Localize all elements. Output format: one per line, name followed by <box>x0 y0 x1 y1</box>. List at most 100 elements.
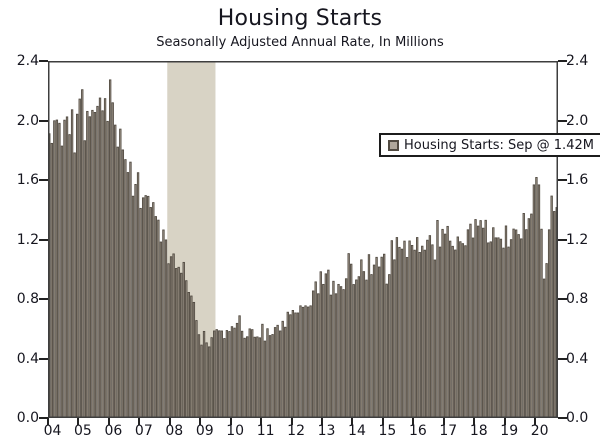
bar <box>266 328 269 418</box>
bar <box>195 320 198 418</box>
bar <box>159 241 163 418</box>
chart-subtitle: Seasonally Adjusted Annual Rate, In Mill… <box>156 35 444 50</box>
y-axis-label-right: 2.4 <box>566 53 589 69</box>
x-axis-label: 08 <box>165 423 184 439</box>
bar <box>70 109 74 418</box>
x-axis-tick <box>199 418 202 425</box>
plot-area: Housing Starts: Sep @ 1.42M <box>48 61 600 418</box>
bar <box>106 120 109 418</box>
bar <box>428 235 432 418</box>
bar <box>299 305 302 418</box>
bar <box>169 256 173 418</box>
bar <box>390 240 393 418</box>
bar <box>103 98 107 418</box>
bar <box>464 245 467 418</box>
bar <box>167 263 170 418</box>
bar <box>119 128 122 418</box>
bar <box>393 259 396 418</box>
bar <box>144 195 147 418</box>
x-axis-tick <box>77 418 80 425</box>
bar <box>233 327 236 418</box>
x-axis-tick <box>107 418 110 425</box>
bar <box>403 240 406 418</box>
bar <box>88 116 92 418</box>
x-axis-label: 17 <box>439 423 458 439</box>
bar-series-marker-icon <box>388 139 399 151</box>
bar <box>520 238 523 418</box>
y-axis-label-left: 0.0 <box>16 410 39 426</box>
bar <box>141 197 145 418</box>
bar <box>350 263 353 418</box>
bar <box>134 184 137 418</box>
bar <box>86 110 89 418</box>
bar <box>147 195 150 418</box>
bar <box>281 320 284 418</box>
bar <box>306 306 310 418</box>
bar <box>410 244 414 418</box>
x-axis-tick <box>442 418 445 425</box>
bar <box>527 218 530 418</box>
bar <box>202 330 206 418</box>
bar <box>469 223 472 418</box>
bar <box>182 261 185 418</box>
bar <box>187 292 190 418</box>
x-axis-tick <box>290 418 293 425</box>
bar <box>481 227 485 418</box>
bar <box>421 245 424 418</box>
bar <box>273 327 277 418</box>
bar <box>129 161 132 418</box>
y-axis-tick-left <box>39 119 48 122</box>
bar <box>121 149 125 418</box>
bar <box>243 337 246 418</box>
y-axis-label-right: 0.8 <box>566 291 589 307</box>
bar <box>63 119 66 418</box>
bar <box>164 239 168 418</box>
y-axis-label-left: 0.4 <box>16 350 39 367</box>
bar <box>405 257 409 418</box>
bar <box>370 274 373 418</box>
bar <box>423 249 426 418</box>
bar <box>365 279 368 418</box>
bar <box>443 233 447 418</box>
y-axis-label-right: 0.4 <box>566 350 589 367</box>
y-axis-tick-left <box>39 238 48 241</box>
bar <box>200 344 203 418</box>
bar <box>497 237 500 418</box>
y-axis-tick-left <box>39 298 48 300</box>
bar <box>58 122 61 418</box>
bar <box>542 278 546 418</box>
bar <box>256 336 259 418</box>
y-axis-tick-left <box>39 357 48 360</box>
bar <box>185 280 188 418</box>
bar <box>197 334 201 418</box>
bar <box>301 306 305 418</box>
x-axis-label: 18 <box>469 423 488 439</box>
bar <box>517 234 520 418</box>
chart-title: Housing Starts <box>217 6 383 31</box>
bar <box>494 237 498 418</box>
bar <box>207 346 211 418</box>
bar <box>400 248 404 418</box>
bar <box>471 237 475 418</box>
bar <box>261 323 264 418</box>
x-axis-label: 10 <box>226 423 245 439</box>
legend-label: Housing Starts: Sep @ 1.42M <box>404 137 594 153</box>
y-axis-tick-left <box>39 179 48 181</box>
axis-box <box>48 61 558 418</box>
bar <box>174 268 178 418</box>
y-axis-tick-left <box>39 60 48 62</box>
bar <box>172 253 175 418</box>
bar <box>210 337 213 418</box>
bar <box>398 246 401 418</box>
bar <box>380 256 383 418</box>
bar <box>162 229 165 418</box>
bar <box>311 290 315 418</box>
bar <box>525 229 528 418</box>
y-axis-tick-right <box>558 298 567 300</box>
y-axis-tick-left <box>39 417 48 419</box>
bar <box>547 229 551 418</box>
bar <box>149 207 152 418</box>
bar <box>238 315 241 418</box>
x-axis-tick <box>260 418 263 425</box>
bar <box>268 335 272 418</box>
